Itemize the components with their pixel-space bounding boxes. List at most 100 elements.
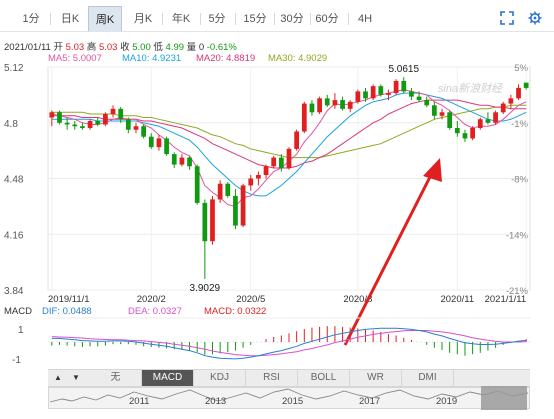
tab-divider (50, 13, 51, 25)
candle-body (347, 101, 353, 109)
candle-body (386, 93, 391, 95)
ma10-line (51, 92, 527, 197)
candle-body (256, 175, 261, 179)
tab-yearly-k[interactable]: 年K (171, 13, 191, 25)
indicator-kdj[interactable]: KDJ (194, 370, 246, 386)
tab-divider (235, 13, 236, 25)
candle-body (294, 131, 300, 149)
info-change: -0.61% (206, 42, 237, 53)
info-date: 2021/01/11 (4, 42, 51, 53)
candle-body (217, 183, 223, 200)
candle-body (148, 136, 154, 148)
indicator-macd[interactable]: MACD (142, 370, 194, 386)
settings-icon[interactable] (528, 11, 542, 25)
tab-15min[interactable]: 15分 (243, 13, 267, 25)
scroll-up-button[interactable]: ▲ (54, 373, 62, 382)
info-close-label: 收 (120, 42, 130, 53)
candle-body (462, 133, 468, 139)
percent-tick-label: -1% (511, 119, 528, 130)
percent-tick-label: -8% (511, 175, 528, 186)
tab-underline (0, 31, 554, 32)
candle-body (64, 122, 70, 125)
indicator-wr[interactable]: WR (350, 370, 402, 386)
tab-60min[interactable]: 60分 (315, 13, 339, 25)
y-tick-label: 4.8 (4, 119, 18, 130)
info-high-label: 高 (86, 42, 97, 53)
tab-4h[interactable]: 4H (357, 13, 373, 25)
candle-body (409, 91, 414, 97)
tab-5min[interactable]: 5分 (208, 13, 226, 25)
x-tick-label: 2020/11 (440, 294, 474, 305)
candle-body (500, 103, 506, 113)
candle-body (202, 202, 208, 242)
macd-title: MACD (4, 306, 32, 317)
nav-year-2013: 2013 (205, 396, 227, 407)
y-tick-label: 4.48 (4, 175, 24, 186)
macd-tick-label: -1 (12, 355, 21, 366)
dif-legend: DIF: 0.0488 (42, 306, 92, 317)
candle-body (87, 121, 93, 128)
candle-body (516, 87, 521, 99)
tab-divider (310, 13, 311, 25)
candle-body (156, 138, 162, 148)
indicator-dmi[interactable]: DMI (402, 370, 454, 386)
info-close: 5.00 (132, 42, 151, 53)
candle-body (248, 178, 254, 186)
fullscreen-icon[interactable] (500, 11, 514, 25)
candle-body (309, 103, 315, 113)
nav-year-2015: 2015 (282, 396, 304, 407)
nav-year-2017: 2017 (359, 396, 381, 407)
candle-body (355, 91, 361, 102)
macd-tick-label: 1 (18, 325, 24, 336)
ma10-legend: MA10: 4.9231 (122, 53, 182, 64)
tab-divider (348, 13, 349, 25)
candle-body (493, 112, 498, 123)
candle-body (324, 98, 330, 106)
tab-30min[interactable]: 30分 (280, 13, 304, 25)
candle-body (263, 166, 269, 176)
period-tab-bar: 1分 日K 周K 月K 年K 5分 15分 30分 60分 4H (0, 0, 554, 38)
candle-body (133, 126, 139, 130)
candle-body (454, 127, 460, 134)
indicator-boll[interactable]: BOLL (298, 370, 350, 386)
indicator-rsi[interactable]: RSI (246, 370, 298, 386)
tab-weekly-k[interactable]: 周K (88, 6, 122, 32)
info-low-label: 低 (153, 42, 163, 53)
candle-body (301, 103, 307, 132)
x-tick-label: 2020/2 (137, 294, 166, 305)
watermark-logo: sina新浪财经 (438, 82, 503, 95)
x-tick-label: 2021/1/11 (485, 294, 527, 305)
candle-body (470, 127, 475, 139)
x-tick-label: 2020/8 (343, 294, 372, 305)
y-tick-label: 4.16 (4, 230, 24, 241)
candle-body (508, 98, 514, 104)
info-high: 5.03 (98, 42, 118, 53)
scroll-down-button[interactable]: ▼ (72, 373, 80, 382)
price-annotation: 3.9029 (190, 283, 221, 294)
info-volume: 0 (198, 42, 205, 53)
tab-monthly-k[interactable]: 月K (133, 13, 153, 25)
percent-tick-label: -14% (506, 230, 529, 241)
y-tick-label: 3.84 (4, 286, 24, 297)
info-open: 5.03 (65, 42, 85, 53)
candle-body (171, 154, 177, 165)
tab-divider (162, 13, 163, 25)
candle-body (447, 112, 453, 128)
tab-daily-k[interactable]: 日K (60, 13, 80, 25)
tab-1min[interactable]: 1分 (22, 13, 40, 25)
candle-body (485, 119, 491, 123)
candle-body (57, 112, 62, 123)
candle-body (271, 157, 277, 167)
candlestick-chart: 5.12 5% 4.8 -1% 4.48 -8% 4.16 -14% 3.84 -21% 2019/… (4, 63, 531, 366)
navigator-range-handle[interactable] (481, 386, 527, 410)
candle-body (523, 82, 529, 88)
indicator-none[interactable]: 无 (90, 370, 142, 386)
candle-body (125, 119, 131, 130)
candle-body (80, 126, 85, 128)
candle-body (278, 157, 284, 169)
tab-divider (274, 13, 275, 25)
percent-tick-label: 5% (514, 63, 528, 74)
candle-body (179, 157, 185, 165)
candle-body (363, 91, 368, 99)
x-tick-label: 2020/5 (236, 294, 265, 305)
